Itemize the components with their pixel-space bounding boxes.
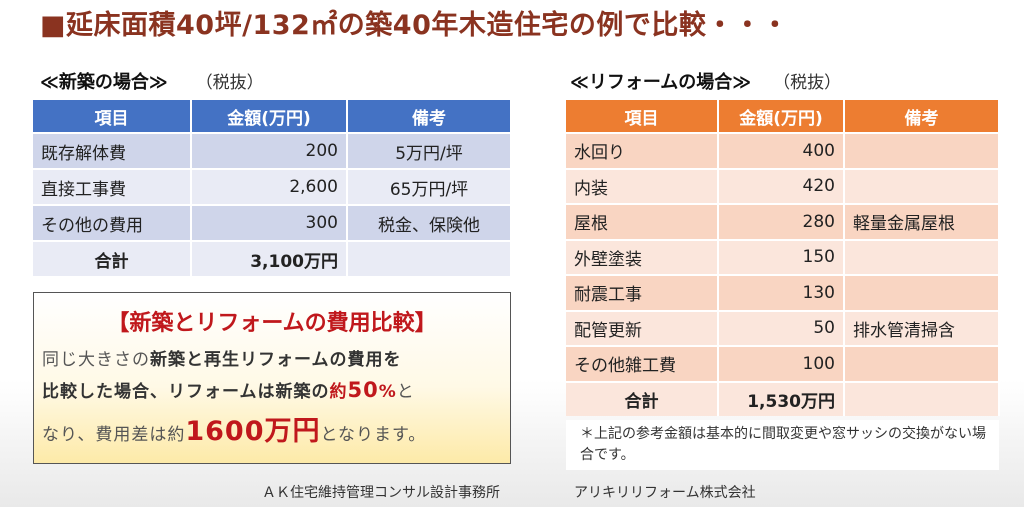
header-amount: 金額(万円) bbox=[191, 100, 348, 133]
header-amount: 金額(万円) bbox=[718, 100, 845, 133]
row-amount: 200 bbox=[191, 132, 348, 169]
reform-heading: ≪リフォームの場合≫ （税抜） bbox=[570, 68, 841, 94]
new-build-table: 項目 金額(万円) 備考 既存解体費 200 5万円/坪 直接工事費 2,600… bbox=[33, 100, 512, 276]
row-note bbox=[844, 345, 1000, 382]
total-note bbox=[347, 240, 512, 276]
row-item: 外壁塗装 bbox=[566, 238, 719, 275]
callout-approx: 約 bbox=[329, 382, 348, 402]
table-row: その他の費用 300 税金、保険他 bbox=[33, 204, 512, 241]
row-note: 排水管清掃含 bbox=[844, 309, 1000, 346]
callout-title: 【新築とリフォームの費用比較】 bbox=[107, 311, 437, 336]
table-row: 既存解体費 200 5万円/坪 bbox=[33, 132, 512, 169]
new-build-tax-note: （税抜） bbox=[195, 73, 264, 93]
comparison-callout: 【新築とリフォームの費用比較】 同じ大きさの新築と再生リフォームの費用を 比較し… bbox=[33, 292, 511, 464]
total-amount: 1,530万円 bbox=[718, 380, 845, 416]
row-amount: 420 bbox=[718, 167, 845, 204]
row-item: 内装 bbox=[566, 167, 719, 204]
row-item: 屋根 bbox=[566, 203, 719, 240]
footer-office-name: ＡＫ住宅維持管理コンサル設計事務所 bbox=[262, 485, 500, 501]
row-amount: 280 bbox=[718, 203, 845, 240]
new-build-heading-label: ≪新築の場合≫ bbox=[40, 72, 168, 93]
callout-highlight: 比較した場合、リフォームは新築の bbox=[42, 382, 330, 402]
table-row: 配管更新 50 排水管清掃含 bbox=[566, 309, 1000, 346]
callout-line-3: なり、費用差は約1600万円となります。 bbox=[42, 409, 426, 448]
callout-line-1: 同じ大きさの新築と再生リフォームの費用を bbox=[42, 345, 402, 370]
row-amount: 130 bbox=[718, 274, 845, 311]
row-note bbox=[844, 132, 1000, 169]
table-row: 直接工事費 2,600 65万円/坪 bbox=[33, 168, 512, 205]
row-note bbox=[844, 238, 1000, 275]
row-amount: 50 bbox=[718, 309, 845, 346]
row-item: その他の費用 bbox=[33, 204, 192, 241]
page-title: ■延床面積40坪/132㎡の築40年木造住宅の例で比較・・・ bbox=[40, 10, 789, 41]
row-item: 耐震工事 bbox=[566, 274, 719, 311]
callout-cost-difference: 1600万円 bbox=[185, 416, 321, 447]
reform-heading-label: ≪リフォームの場合≫ bbox=[570, 72, 752, 93]
reform-table: 項目 金額(万円) 備考 水回り 400 内装 420 屋根 280 軽量金属屋… bbox=[566, 100, 1000, 416]
table-header-row: 項目 金額(万円) 備考 bbox=[33, 100, 512, 133]
table-row: 水回り 400 bbox=[566, 132, 1000, 169]
row-amount: 2,600 bbox=[191, 168, 348, 205]
row-amount: 400 bbox=[718, 132, 845, 169]
footnote: ＊上記の参考金額は基本的に間取変更や窓サッシの交換がない場合です。 bbox=[566, 420, 999, 470]
total-note bbox=[844, 380, 1000, 416]
callout-text: と bbox=[396, 382, 415, 402]
row-amount: 100 bbox=[718, 345, 845, 382]
table-row: 内装 420 bbox=[566, 167, 1000, 204]
header-item: 項目 bbox=[566, 100, 719, 133]
callout-percent-sign: % bbox=[378, 382, 397, 402]
row-note bbox=[844, 274, 1000, 311]
table-row: 耐震工事 130 bbox=[566, 274, 1000, 311]
row-item: 水回り bbox=[566, 132, 719, 169]
row-note: 5万円/坪 bbox=[347, 132, 512, 169]
row-item: 直接工事費 bbox=[33, 168, 192, 205]
header-note: 備考 bbox=[844, 100, 1000, 133]
row-note bbox=[844, 167, 1000, 204]
table-row: その他雑工費 100 bbox=[566, 345, 1000, 382]
callout-text: 同じ大きさの bbox=[42, 350, 150, 370]
new-build-heading: ≪新築の場合≫ （税抜） bbox=[40, 68, 264, 94]
total-label: 合計 bbox=[33, 240, 192, 276]
callout-text: なり、費用差は約 bbox=[42, 425, 186, 445]
callout-text: となります。 bbox=[320, 425, 427, 445]
footer-company-name: アリキリリフォーム株式会社 bbox=[574, 485, 756, 501]
table-header-row: 項目 金額(万円) 備考 bbox=[566, 100, 1000, 133]
total-row: 合計 3,100万円 bbox=[33, 240, 512, 276]
row-item: 既存解体費 bbox=[33, 132, 192, 169]
table-row: 屋根 280 軽量金属屋根 bbox=[566, 203, 1000, 240]
row-amount: 300 bbox=[191, 204, 348, 241]
row-item: その他雑工費 bbox=[566, 345, 719, 382]
table-row: 外壁塗装 150 bbox=[566, 238, 1000, 275]
row-note: 65万円/坪 bbox=[347, 168, 512, 205]
callout-line-2: 比較した場合、リフォームは新築の約50%と bbox=[42, 377, 415, 402]
row-amount: 150 bbox=[718, 238, 845, 275]
row-note: 税金、保険他 bbox=[347, 204, 512, 241]
header-note: 備考 bbox=[347, 100, 512, 133]
header-item: 項目 bbox=[33, 100, 192, 133]
row-item: 配管更新 bbox=[566, 309, 719, 346]
reform-tax-note: （税抜） bbox=[773, 73, 842, 93]
callout-percent-value: 50 bbox=[347, 378, 379, 402]
row-note: 軽量金属屋根 bbox=[844, 203, 1000, 240]
total-amount: 3,100万円 bbox=[191, 240, 348, 276]
total-row: 合計 1,530万円 bbox=[566, 380, 1000, 416]
callout-highlight: 新築と再生リフォームの費用を bbox=[150, 350, 402, 370]
total-label: 合計 bbox=[566, 380, 719, 416]
